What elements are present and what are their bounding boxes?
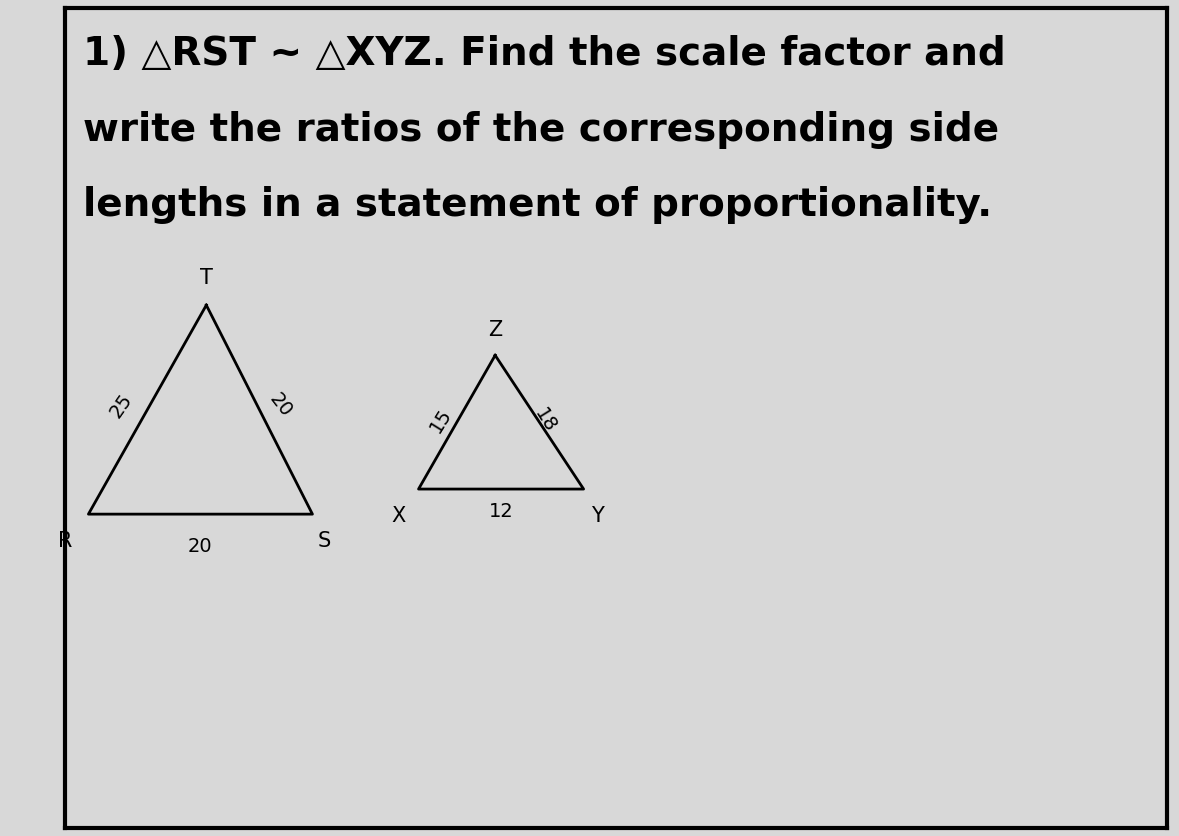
Text: lengths in a statement of proportionality.: lengths in a statement of proportionalit… [83, 186, 992, 224]
Text: 20: 20 [189, 537, 212, 556]
Text: T: T [200, 268, 212, 288]
Text: Y: Y [592, 506, 604, 526]
Text: S: S [317, 531, 331, 551]
Text: write the ratios of the corresponding side: write the ratios of the corresponding si… [83, 110, 999, 149]
Text: Z: Z [488, 320, 502, 340]
Text: R: R [58, 531, 72, 551]
Text: 1) △RST ~ △XYZ. Find the scale factor and: 1) △RST ~ △XYZ. Find the scale factor an… [83, 35, 1006, 74]
Text: 18: 18 [531, 405, 559, 436]
Text: 25: 25 [106, 390, 137, 421]
Text: 20: 20 [265, 390, 296, 421]
Text: 12: 12 [489, 502, 513, 521]
Text: 15: 15 [427, 405, 455, 436]
Text: X: X [391, 506, 406, 526]
